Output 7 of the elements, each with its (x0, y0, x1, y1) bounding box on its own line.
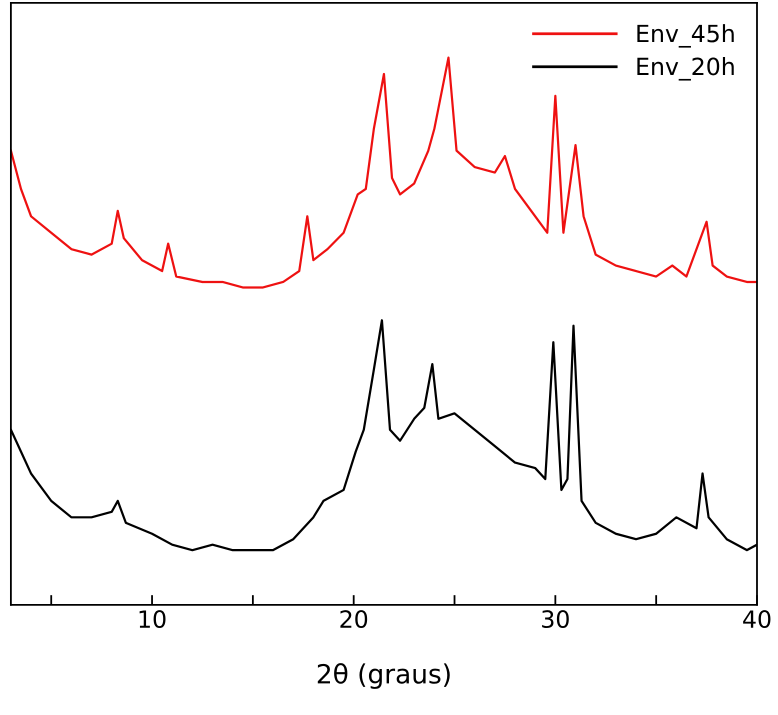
x-axis-title: 2θ (graus) (318, 663, 450, 689)
legend-label: Env_20h (637, 57, 734, 81)
x-tick-label: 10 (140, 610, 166, 628)
x-tick-label: 20 (340, 610, 368, 628)
x-tick-label: 40 (743, 610, 770, 628)
x-tick-label: 30 (542, 610, 569, 628)
legend-label: Env_45h (637, 24, 734, 48)
